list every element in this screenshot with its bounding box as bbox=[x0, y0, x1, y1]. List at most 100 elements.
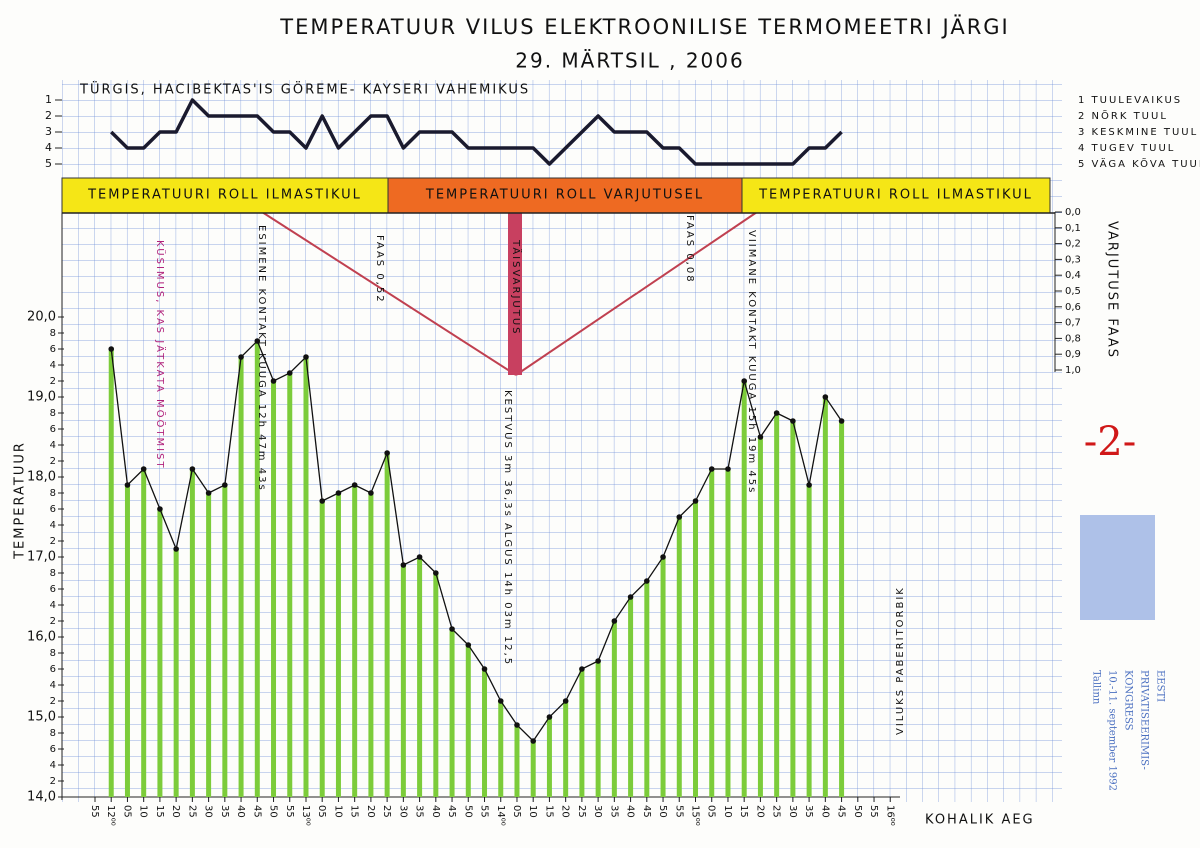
x-tick-label: 10 bbox=[332, 805, 343, 818]
bar bbox=[530, 741, 536, 797]
x-tick-label: 10 bbox=[527, 805, 538, 818]
phase-band bbox=[741, 177, 1051, 214]
x-tick-label: 50 bbox=[462, 805, 473, 818]
y-tick-label: 8 bbox=[50, 568, 56, 579]
x-tick-label: 12⁰⁰ bbox=[105, 805, 116, 826]
temperature-dot bbox=[676, 514, 683, 520]
temperature-dot bbox=[465, 642, 472, 648]
bar bbox=[563, 701, 569, 797]
y-tick-label: 2 bbox=[50, 456, 56, 467]
y-tick-label: 2 bbox=[50, 616, 56, 627]
bar bbox=[271, 381, 277, 797]
temperature-line bbox=[110, 339, 843, 743]
temperature-dot bbox=[562, 698, 569, 704]
bar bbox=[514, 725, 520, 797]
x-tick-label: 30 bbox=[397, 805, 408, 818]
y-tick-label: 4 bbox=[50, 600, 56, 611]
x-tick-label: 20 bbox=[170, 805, 181, 818]
wind-line bbox=[110, 98, 843, 166]
annotation: ESIMENE KONTAKT KUUGA 12h 47m 43s bbox=[256, 225, 267, 492]
bar bbox=[790, 421, 796, 797]
y-tick-label: 17,0 bbox=[27, 550, 56, 565]
y2-tick-label: 4 bbox=[45, 141, 52, 154]
temperature-dot bbox=[222, 482, 228, 488]
phase-tick-label: 0,6 bbox=[1065, 302, 1081, 313]
bar bbox=[774, 413, 780, 797]
bar bbox=[579, 669, 585, 797]
temperature-dot bbox=[530, 738, 537, 744]
bar bbox=[725, 469, 731, 797]
x-tick-label: 45 bbox=[641, 805, 652, 818]
x-tick-label: 50 bbox=[657, 805, 668, 818]
x-tick-label: 25 bbox=[771, 805, 782, 818]
x-tick-label: 50 bbox=[268, 805, 279, 818]
x-tick-label: 55 bbox=[868, 805, 879, 818]
bar bbox=[449, 629, 455, 797]
bar bbox=[709, 469, 715, 797]
temperature-dot bbox=[303, 354, 309, 360]
wind-legend: 1 TUULEVAIKUS bbox=[1078, 95, 1182, 106]
x-tick-label: 05 bbox=[121, 805, 132, 818]
bar bbox=[124, 485, 130, 797]
y-tick-label: 6 bbox=[50, 584, 56, 595]
bar bbox=[498, 701, 504, 797]
x-tick-label: 55 bbox=[284, 805, 295, 818]
temperature-dot bbox=[433, 570, 439, 576]
annotation: FAAS 0,52 bbox=[374, 235, 385, 304]
annotation: KESTVUS 3m 36,3s ALGUS 14h 03m 12,5 bbox=[502, 390, 513, 666]
stamp-text: PRIVATISEERIMIS- bbox=[1139, 670, 1150, 770]
y-tick-label: 15,0 bbox=[27, 710, 56, 725]
x-tick-label: 40 bbox=[819, 805, 830, 818]
bar bbox=[417, 557, 423, 797]
stamp-text: KONGRESS bbox=[1123, 670, 1134, 731]
y-tick-label: 8 bbox=[50, 488, 56, 499]
temperature-dot bbox=[286, 370, 293, 376]
temperature-dot bbox=[757, 434, 764, 440]
phase-line bbox=[261, 211, 517, 376]
bar bbox=[352, 485, 358, 797]
bar bbox=[741, 381, 747, 797]
phase-tick-label: 0,2 bbox=[1065, 239, 1081, 250]
temperature-dot bbox=[205, 490, 212, 496]
x-tick-label: 45 bbox=[836, 805, 847, 818]
temperature-dot bbox=[611, 618, 618, 624]
temperature-dot bbox=[806, 482, 812, 488]
x-tick-label: 35 bbox=[219, 805, 230, 818]
bar bbox=[595, 661, 601, 797]
phase-tick-label: 1,0 bbox=[1065, 365, 1081, 376]
bar bbox=[254, 341, 260, 797]
phase-tick-label: 0,4 bbox=[1065, 270, 1081, 281]
y-tick-label: 2 bbox=[50, 376, 56, 387]
x-tick-label: 20 bbox=[365, 805, 376, 818]
wind-legend: 4 TUGEV TUUL bbox=[1078, 143, 1175, 154]
bar bbox=[173, 549, 179, 797]
x-tick-label: 15⁰⁰ bbox=[690, 805, 701, 826]
x-tick-label: 40 bbox=[235, 805, 246, 818]
x-tick-label: 14⁰⁰ bbox=[495, 805, 506, 826]
bar bbox=[433, 573, 439, 797]
phase-tick-label: 0,7 bbox=[1065, 318, 1081, 329]
y-tick-label: 2 bbox=[50, 776, 56, 787]
x-tick-label: 40 bbox=[430, 805, 441, 818]
bar bbox=[644, 581, 650, 797]
y2-tick-label: 1 bbox=[45, 93, 52, 106]
x-tick-label: 25 bbox=[576, 805, 587, 818]
stamp-text: 10.-11. september 1992 bbox=[1107, 670, 1118, 791]
bar bbox=[238, 357, 244, 797]
x-tick-label: 45 bbox=[446, 805, 457, 818]
bar bbox=[400, 565, 406, 797]
y-tick-label: 19,0 bbox=[27, 390, 56, 405]
x-tick-label: 30 bbox=[203, 805, 214, 818]
bar bbox=[206, 493, 212, 797]
temperature-dot bbox=[124, 482, 131, 488]
bar bbox=[465, 645, 471, 797]
bar bbox=[189, 469, 195, 797]
phase-tick-label: 0,5 bbox=[1065, 286, 1081, 297]
bar bbox=[611, 621, 617, 797]
temperature-dot bbox=[838, 418, 845, 424]
x-tick-label: 55 bbox=[89, 805, 100, 818]
temperature-dot bbox=[627, 594, 634, 600]
y-tick-label: 6 bbox=[50, 344, 56, 355]
temperature-dot bbox=[416, 554, 423, 560]
x-tick-label: 05 bbox=[316, 805, 327, 818]
